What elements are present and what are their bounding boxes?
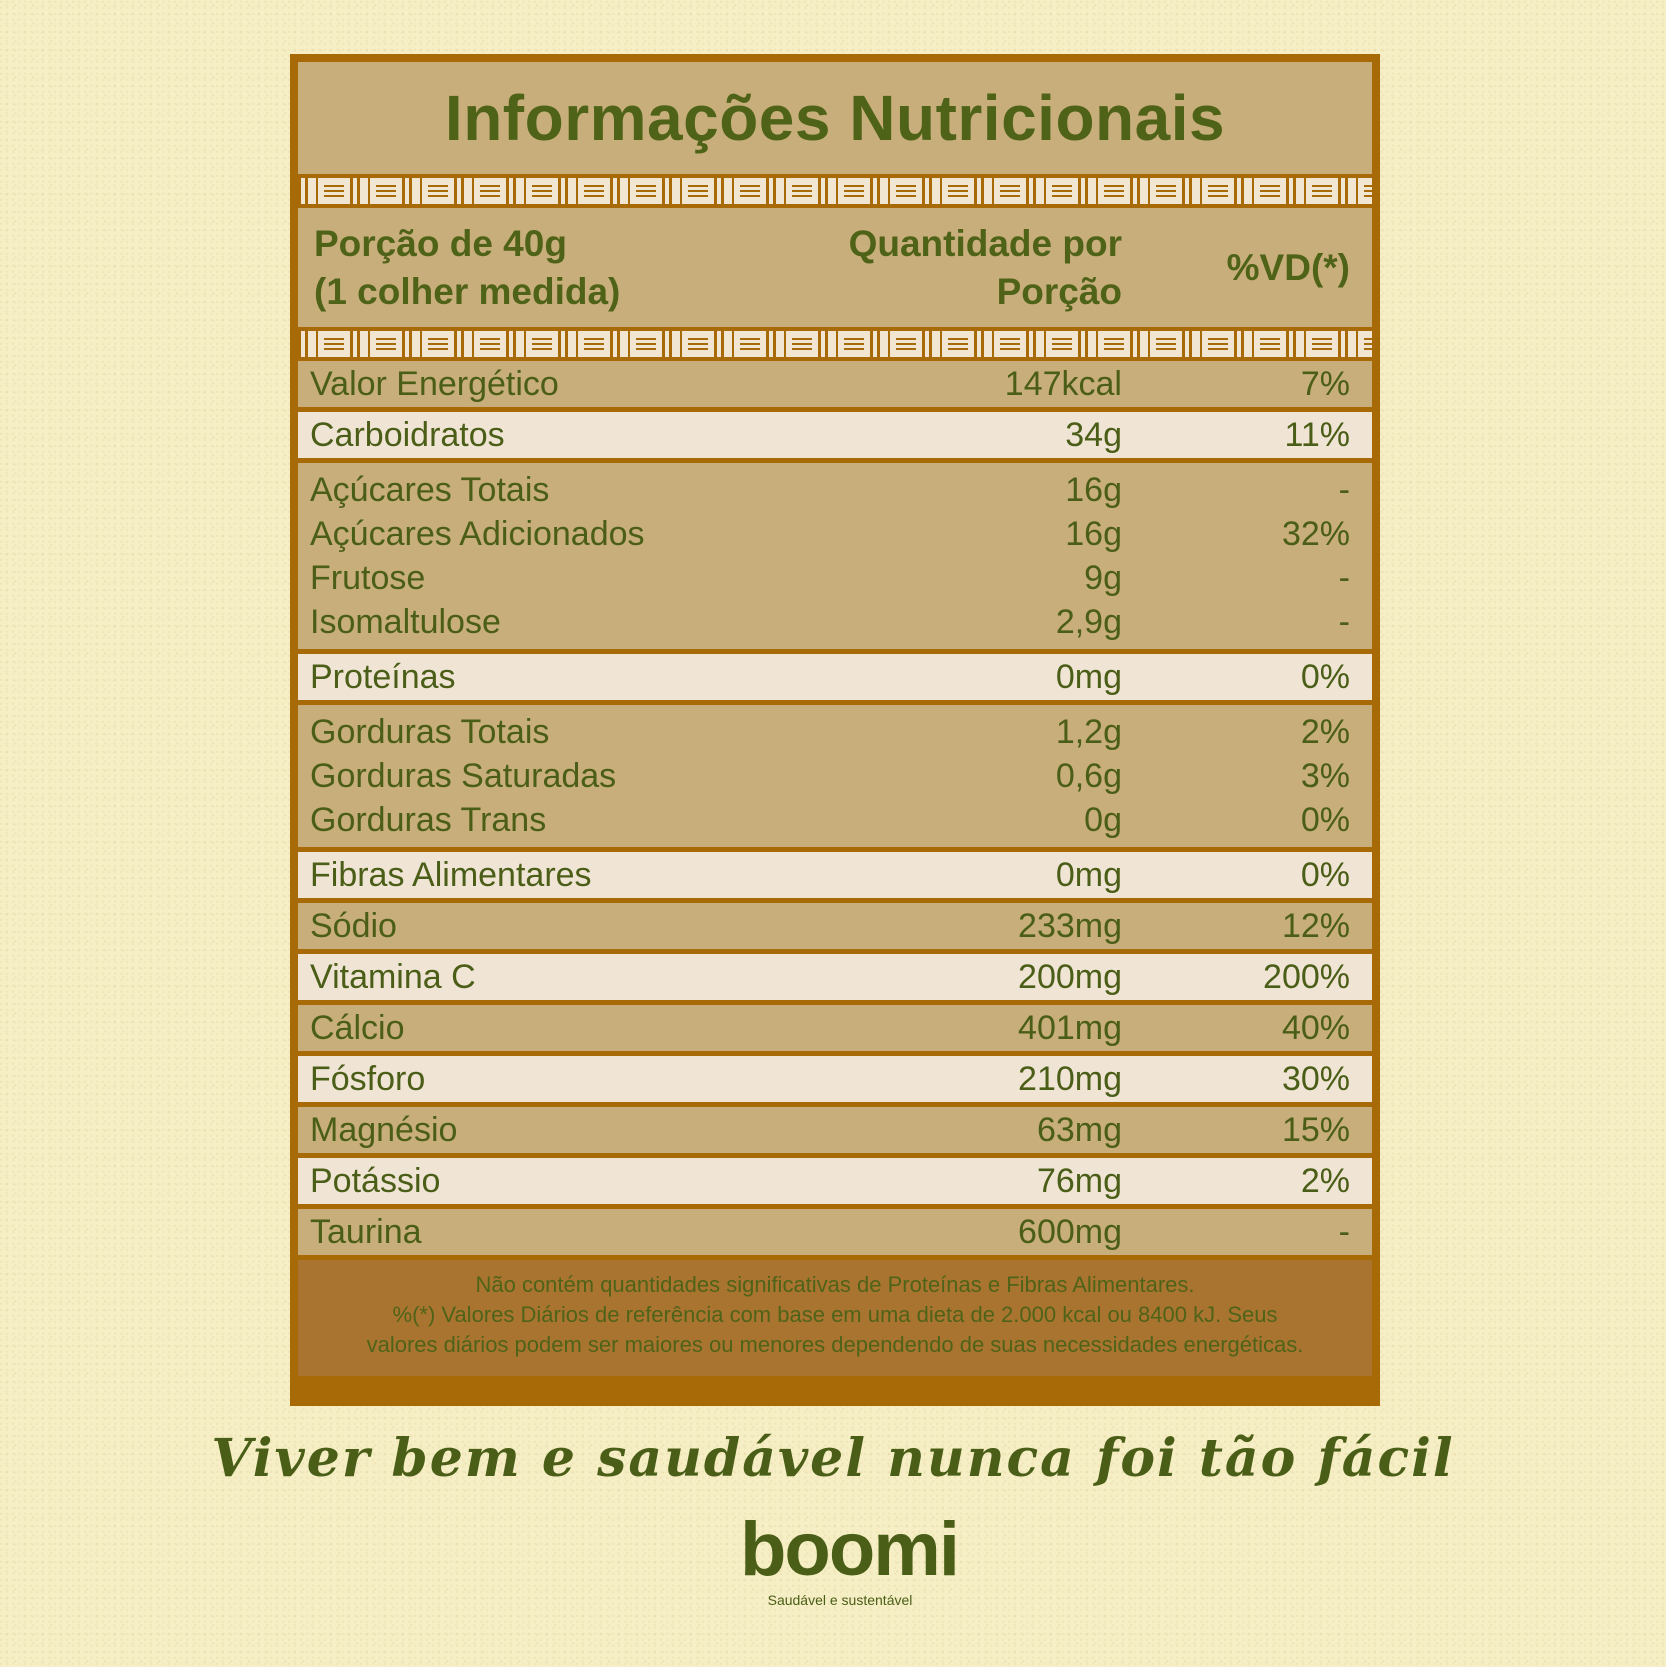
nutrient-name: Proteínas [310, 658, 456, 696]
nutrient-name: Potássio [310, 1162, 441, 1200]
table-row: Carboidratos 34g 11% [298, 412, 1372, 458]
table-row: Fósforo 210mg 30% [298, 1056, 1372, 1102]
nutrient-dv: 30% [1281, 1060, 1350, 1098]
nutrition-table: Informações Nutricionais Porção de 40g (… [290, 54, 1380, 1406]
nutrient-quantity: 200mg [1018, 958, 1122, 996]
nutrient-name: Valor Energético [310, 365, 559, 403]
nutrient-dv: 11% [1284, 416, 1350, 454]
quantity-line-2: Porção [996, 271, 1122, 312]
nutrient-name: Fósforo [310, 1060, 426, 1098]
nutrient-quantity: 210mg [1018, 1060, 1122, 1098]
table-row: Potássio 76mg 2% [298, 1158, 1372, 1204]
nutrient-dv: 0% [1300, 801, 1350, 839]
table-header: Porção de 40g (1 colher medida) Quantida… [298, 208, 1372, 327]
nutrient-quantity: 16g [1065, 515, 1122, 553]
nutrient-quantity: 147kcal [1004, 365, 1122, 403]
nutrient-name: Isomaltulose [310, 603, 501, 641]
nutrient-name: Sódio [310, 907, 397, 945]
title-box: Informações Nutricionais [298, 62, 1372, 174]
nutrient-dv: 2% [1300, 713, 1350, 751]
nutrient-name: Gorduras Trans [310, 801, 547, 839]
nutrient-dv: 7% [1300, 365, 1350, 403]
brand-name: boomi [740, 1507, 960, 1592]
nutrient-dv: 2% [1300, 1162, 1350, 1200]
quantity-line-1: Quantidade por [848, 223, 1122, 264]
brand-logo: boomi Saudável e sustentável [740, 1507, 960, 1609]
nutrient-quantity: 0g [1084, 801, 1122, 839]
nutrient-dv: 3% [1300, 757, 1350, 795]
nutrient-dv: - [1338, 559, 1350, 597]
decorative-border [298, 331, 1372, 357]
footnote-line: Não contém quantidades significativas de… [475, 1272, 1195, 1297]
nutrient-name: Gorduras Totais [310, 713, 550, 751]
brand-tagline: Saudável e sustentável [767, 1592, 913, 1608]
portion-line-2: (1 colher medida) [314, 271, 621, 312]
nutrient-quantity: 76mg [1036, 1162, 1122, 1200]
nutrient-quantity: 34g [1065, 416, 1122, 454]
nutrient-dv: 200% [1263, 958, 1350, 996]
nutrient-quantity: 600mg [1018, 1213, 1122, 1251]
nutrient-name: Magnésio [310, 1111, 458, 1149]
nutrient-quantity: 0mg [1055, 856, 1122, 894]
table-row: Fibras Alimentares 0mg 0% [298, 852, 1372, 898]
page-title: Informações Nutricionais [444, 82, 1226, 154]
quantity-header: Quantidade por Porção [849, 220, 1122, 316]
table-row: Proteínas 0mg 0% [298, 654, 1372, 700]
table-row: Magnésio 63mg 15% [298, 1107, 1372, 1153]
decorative-border [298, 178, 1372, 204]
nutrient-dv: - [1338, 603, 1350, 641]
nutrient-name: Cálcio [310, 1009, 405, 1047]
nutrient-quantity: 9g [1084, 559, 1122, 597]
table-row: Taurina 600mg - [298, 1209, 1372, 1255]
nutrient-dv: 15% [1281, 1111, 1350, 1149]
nutrient-dv: - [1338, 1213, 1350, 1251]
nutrient-name: Açúcares Totais [310, 471, 550, 509]
nutrient-dv: 0% [1300, 856, 1350, 894]
nutrient-quantity: 0,6g [1055, 757, 1122, 795]
nutrient-name: Carboidratos [310, 416, 505, 454]
slogan: Viver bem e saudável nunca foi tão fácil [211, 1428, 1455, 1489]
nutrient-quantity: 0mg [1055, 658, 1122, 696]
nutrient-quantity: 63mg [1036, 1111, 1122, 1149]
nutrient-name: Vitamina C [310, 958, 476, 996]
nutrient-dv: - [1338, 471, 1350, 509]
nutrient-dv: 12% [1281, 907, 1350, 945]
portion-header: Porção de 40g (1 colher medida) [314, 220, 620, 316]
portion-line-1: Porção de 40g [314, 223, 567, 264]
table-row: Cálcio 401mg 40% [298, 1005, 1372, 1051]
table-row: Valor Energético 147kcal 7% [298, 361, 1372, 407]
footnote: Não contém quantidades significativas de… [298, 1260, 1372, 1376]
table-row: Vitamina C 200mg 200% [298, 954, 1372, 1000]
nutrient-name: Fibras Alimentares [310, 856, 592, 894]
nutrient-dv: 32% [1281, 515, 1350, 553]
table-row-group: Gorduras Totais 1,2g 2% Gorduras Saturadas… [298, 705, 1372, 847]
nutrient-name: Açúcares Adicionados [310, 515, 645, 553]
nutrient-quantity: 233mg [1018, 907, 1122, 945]
nutrient-quantity: 401mg [1018, 1009, 1122, 1047]
nutrient-quantity: 2,9g [1055, 603, 1122, 641]
nutrient-dv: 0% [1300, 658, 1350, 696]
footnote-line: %(*) Valores Diários de referência com b… [392, 1302, 1278, 1327]
nutrient-name: Taurina [310, 1213, 422, 1251]
footnote-line: valores diários podem ser maiores ou men… [366, 1332, 1304, 1357]
nutrient-dv: 40% [1281, 1009, 1350, 1047]
table-row-group: Açúcares Totais 16g - Açúcares Adicionados… [298, 463, 1372, 649]
nutrient-name: Frutose [310, 559, 426, 597]
dv-header: %VD(*) [1226, 247, 1350, 288]
nutrient-quantity: 1,2g [1055, 713, 1122, 751]
nutrient-name: Gorduras Saturadas [310, 757, 617, 795]
table-body: Valor Energético 147kcal 7% Carboidratos 34… [298, 361, 1372, 1255]
nutrient-quantity: 16g [1065, 471, 1122, 509]
table-row: Sódio 233mg 12% [298, 903, 1372, 949]
